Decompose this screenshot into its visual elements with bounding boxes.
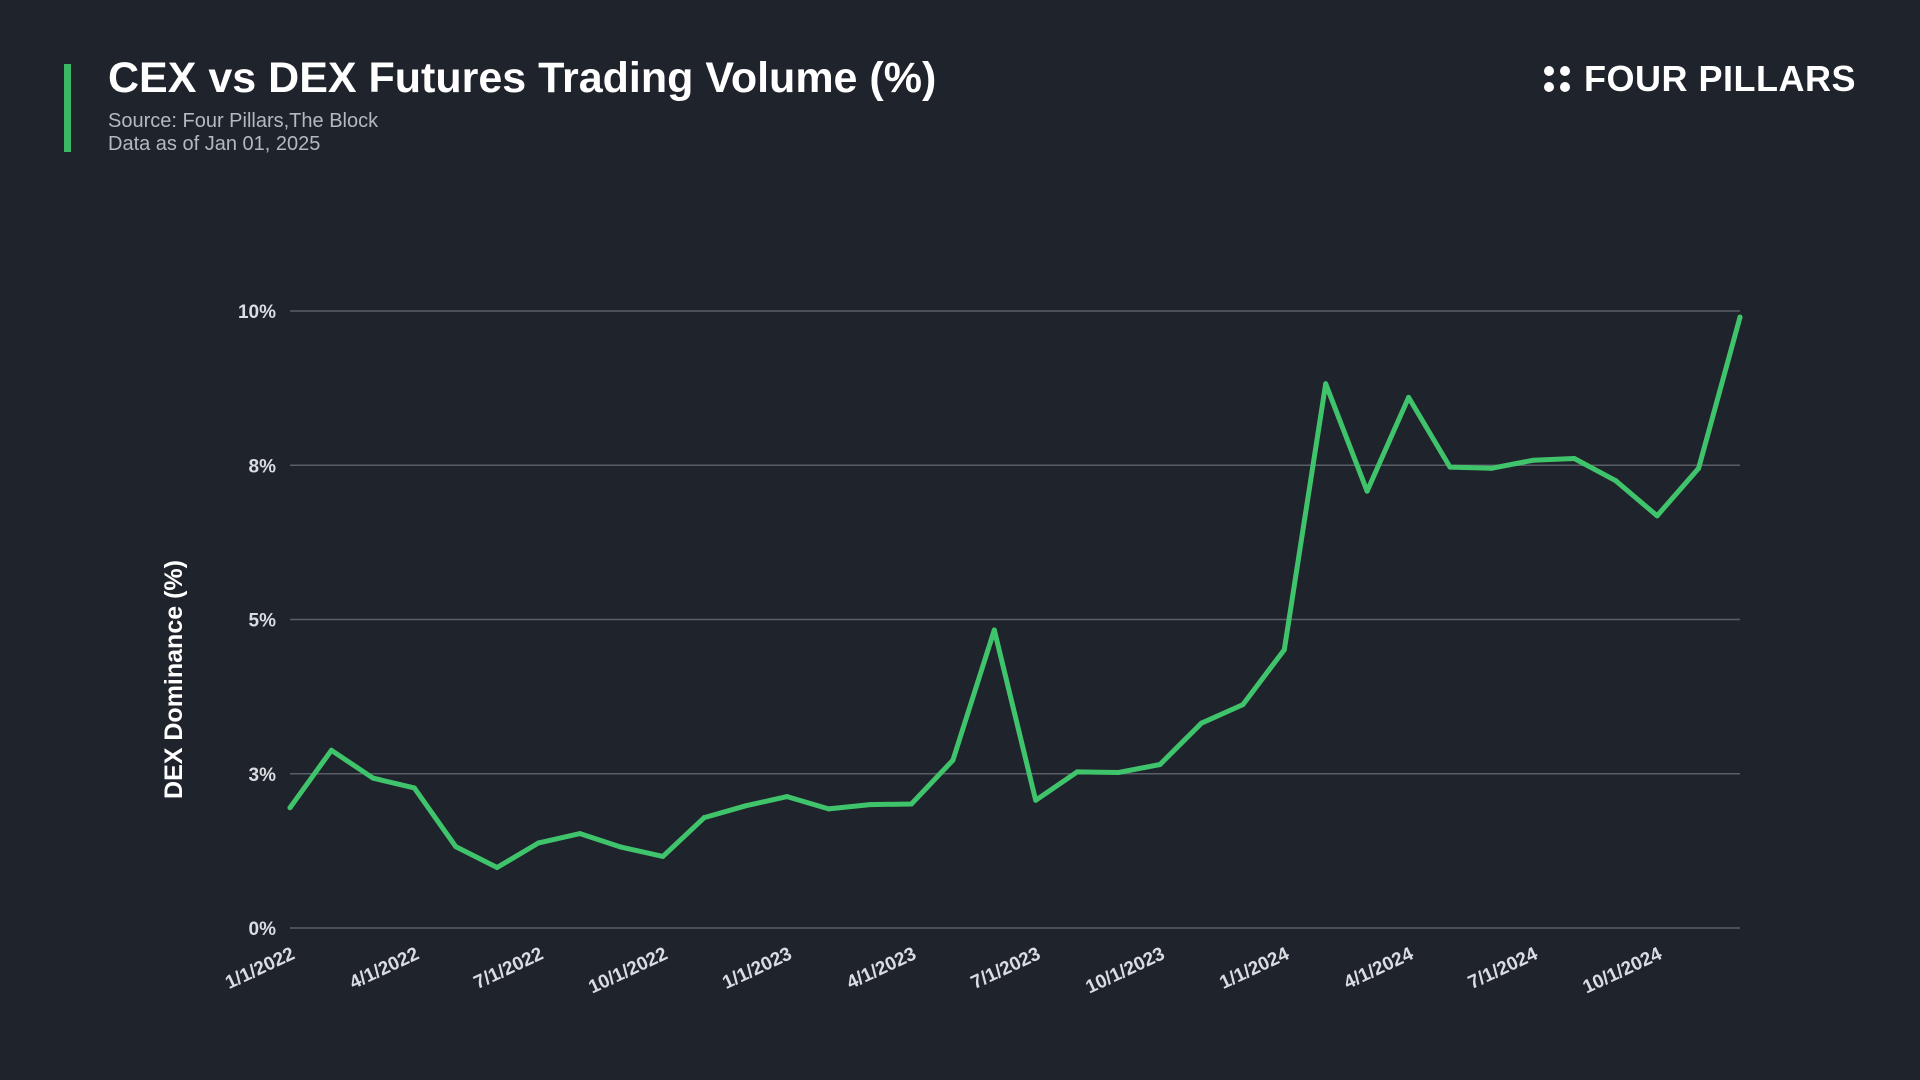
y-axis-ticks: 0% 3% 5% 8% 10% bbox=[238, 302, 276, 940]
y-tick-label: 8% bbox=[249, 456, 277, 477]
data-point bbox=[908, 801, 914, 807]
y-tick-label: 5% bbox=[249, 611, 277, 632]
x-tick-label: 7/1/2024 bbox=[1465, 943, 1541, 993]
brand-logo: FOUR PILLARS bbox=[1544, 58, 1856, 100]
x-tick-label: 4/1/2023 bbox=[844, 943, 920, 993]
series-line bbox=[287, 314, 1743, 870]
x-tick-label: 7/1/2022 bbox=[471, 943, 547, 993]
x-axis-ticks: 1/1/2022 4/1/2022 7/1/2022 10/1/2022 1/1/202… bbox=[222, 943, 1665, 998]
data-point bbox=[536, 840, 542, 846]
data-point bbox=[1654, 513, 1660, 519]
x-tick-label: 10/1/2023 bbox=[1083, 943, 1168, 998]
x-tick-label: 4/1/2022 bbox=[346, 943, 422, 993]
x-tick-label: 10/1/2024 bbox=[1580, 943, 1666, 998]
x-tick-label: 1/1/2024 bbox=[1216, 943, 1292, 993]
title-accent-bar bbox=[64, 64, 71, 152]
data-point bbox=[1116, 770, 1122, 776]
x-tick-label: 1/1/2022 bbox=[222, 943, 298, 993]
data-point bbox=[1240, 702, 1246, 708]
data-point bbox=[950, 757, 956, 763]
data-point bbox=[1198, 720, 1204, 726]
data-point bbox=[1323, 381, 1329, 387]
data-point bbox=[867, 802, 873, 808]
data-point bbox=[1281, 647, 1287, 653]
series-group bbox=[287, 314, 1743, 871]
chart-source: Source: Four Pillars,The Block bbox=[108, 110, 379, 132]
four-dots-icon bbox=[1544, 66, 1570, 92]
x-tick-label: 1/1/2023 bbox=[719, 943, 795, 993]
data-point bbox=[743, 803, 749, 809]
data-point bbox=[370, 775, 376, 781]
grid-lines bbox=[290, 310, 1740, 929]
data-point bbox=[287, 805, 293, 811]
data-point bbox=[1447, 464, 1453, 470]
data-point bbox=[826, 806, 832, 812]
brand-name: FOUR PILLARS bbox=[1584, 58, 1856, 99]
data-point bbox=[991, 627, 997, 633]
data-point bbox=[1033, 797, 1039, 803]
y-tick-label: 3% bbox=[249, 765, 277, 786]
data-point bbox=[1696, 465, 1702, 471]
data-point bbox=[618, 844, 624, 850]
data-point bbox=[1571, 455, 1577, 461]
x-tick-label: 7/1/2023 bbox=[968, 943, 1044, 993]
data-point bbox=[1488, 465, 1494, 471]
data-point bbox=[1613, 478, 1619, 484]
data-point bbox=[1157, 761, 1163, 767]
y-tick-label: 10% bbox=[238, 302, 276, 323]
data-point bbox=[328, 747, 334, 753]
data-point bbox=[660, 853, 666, 859]
data-point bbox=[1406, 394, 1412, 400]
data-point bbox=[1530, 457, 1536, 463]
x-tick-label: 4/1/2024 bbox=[1341, 943, 1417, 993]
chart-title: CEX vs DEX Futures Trading Volume (%) bbox=[108, 54, 937, 102]
x-tick-label: 10/1/2022 bbox=[585, 943, 670, 998]
data-point bbox=[1737, 314, 1743, 320]
data-point bbox=[453, 844, 459, 850]
data-point bbox=[577, 831, 583, 837]
data-point bbox=[411, 785, 417, 791]
data-point bbox=[701, 815, 707, 821]
data-point bbox=[784, 794, 790, 800]
data-point bbox=[494, 865, 500, 871]
y-tick-label: 0% bbox=[249, 919, 277, 940]
data-point bbox=[1364, 488, 1370, 494]
data-point bbox=[1074, 769, 1080, 775]
chart-date: Data as of Jan 01, 2025 bbox=[108, 133, 321, 155]
y-axis-label: DEX Dominance (%) bbox=[160, 560, 188, 799]
